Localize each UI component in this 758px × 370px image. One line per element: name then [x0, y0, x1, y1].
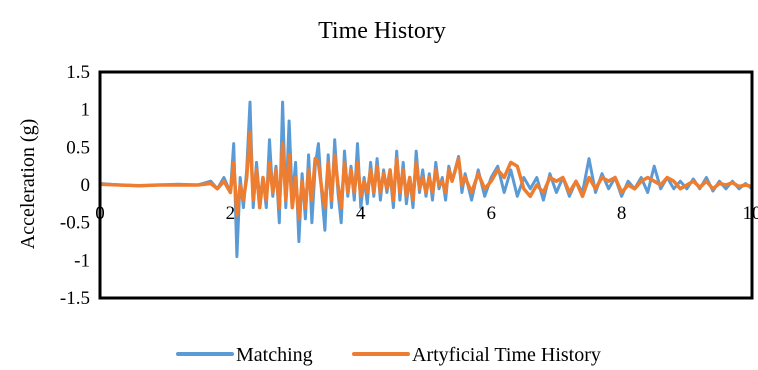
y-axis-label: Acceleration (g)	[17, 119, 39, 249]
y-tick-label: -0.5	[60, 213, 90, 234]
legend: Matching Artyficial Time History	[176, 344, 601, 366]
y-tick-label: 0.5	[66, 137, 90, 158]
x-tick-label: 6	[486, 203, 496, 224]
y-tick-label: -1	[74, 250, 90, 271]
y-tick-label: -1.5	[60, 288, 90, 309]
series-layer	[99, 100, 753, 259]
x-axis-tick-labels: 0 2 4 6 8 10	[95, 203, 758, 224]
x-tick-label: 8	[617, 203, 627, 224]
x-tick-label: 4	[356, 203, 366, 224]
legend-label-artyficial: Artyficial Time History	[412, 344, 601, 366]
y-tick-label: 0	[81, 175, 91, 196]
x-tick-label: 10	[743, 203, 758, 224]
y-tick-label: 1.5	[66, 62, 90, 83]
chart-title: Time History	[318, 18, 446, 44]
x-tick-label: 2	[226, 203, 236, 224]
y-axis-tick-labels: 1.5 1 0.5 0 -0.5 -1 -1.5	[60, 62, 90, 309]
plot-area-border	[98, 70, 754, 300]
y-tick-label: 1	[81, 100, 91, 121]
series-line-artyficial-time-history	[99, 130, 753, 221]
legend-label-matching: Matching	[236, 344, 313, 366]
